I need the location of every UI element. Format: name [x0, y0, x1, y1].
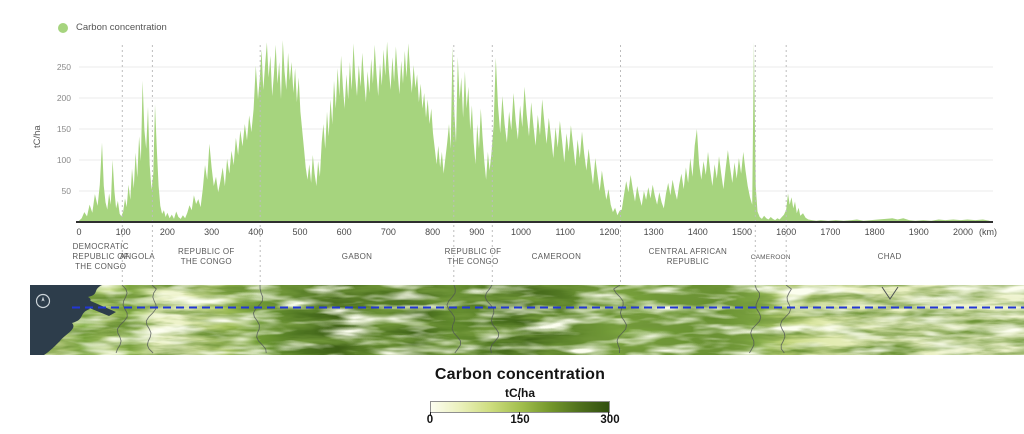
colorbar-tick-300 [608, 412, 609, 416]
satellite-strip-map [30, 285, 1024, 355]
terrain-light-speckle [30, 285, 1024, 355]
colorbar-tick-150 [519, 412, 520, 416]
x-tick-label: 1300 [644, 227, 664, 237]
area-series-carbon [79, 40, 990, 222]
y-tick-label: 100 [57, 155, 71, 165]
x-tick-label: 100 [116, 227, 131, 237]
y-tick-label: 50 [62, 186, 72, 196]
colorbar-top-tick [519, 396, 520, 400]
colorbar-title: Carbon concentration [434, 366, 606, 383]
y-tick-label: 150 [57, 124, 71, 134]
country-label: DEMOCRATIC REPUBLIC OF THE CONGO [72, 242, 129, 271]
x-tick-label: 2000 [953, 227, 973, 237]
x-tick-label: 1900 [909, 227, 929, 237]
x-tick-label: 1100 [556, 227, 575, 237]
x-tick-label: 800 [425, 227, 440, 237]
x-tick-label: 0 [76, 227, 81, 237]
colorbar-unit: tC/ha [505, 386, 535, 400]
country-border-on-map [115, 285, 128, 354]
colorbar-label-max: 300 [600, 414, 620, 426]
x-tick-label: 1600 [776, 227, 796, 237]
country-border-on-map [613, 285, 627, 354]
country-label: CHAD [878, 252, 902, 261]
x-tick-label: 1800 [865, 227, 885, 237]
country-border-on-map [252, 285, 267, 354]
carbon-profile-chart: 50 100 150 200 250 DEMOCRATIC REPUBLIC OF THE C… [57, 40, 997, 283]
country-borders [115, 285, 792, 354]
country-label: CAMEROON [751, 254, 791, 261]
y-tick-label: 200 [57, 93, 71, 103]
country-border-on-map [749, 285, 762, 354]
legend-label: Carbon concentration [76, 22, 167, 33]
x-tick-label: 700 [381, 227, 396, 237]
x-axis-unit: (km) [979, 227, 997, 237]
country-border-on-map [145, 285, 157, 354]
colorbar-label-min: 0 [426, 414, 434, 426]
country-border-on-map [446, 285, 461, 354]
x-tick-label: 500 [292, 227, 307, 237]
chart-legend: Carbon concentration [58, 22, 167, 33]
country-label: CENTRAL AFRICAN REPUBLIC [649, 247, 727, 266]
x-tick-label: 300 [204, 227, 219, 237]
x-tick-label: 1200 [599, 227, 619, 237]
x-tick-label: 1400 [688, 227, 708, 237]
x-tick-label: 1700 [820, 227, 840, 237]
compass-icon [35, 293, 51, 309]
x-tick-label: 1500 [732, 227, 752, 237]
x-tick-label: 400 [248, 227, 263, 237]
colorbar-tick-0 [430, 412, 431, 416]
legend-dot-icon [58, 22, 68, 33]
x-tick-label: 200 [160, 227, 175, 237]
border-fragment [881, 286, 899, 300]
country-label: GABON [342, 252, 372, 261]
y-tick-label: 250 [57, 62, 71, 72]
country-label: REPUBLIC OF THE CONGO [445, 247, 502, 266]
colorbar-label-mid: 150 [510, 414, 530, 426]
country-label: ANGOLA [120, 252, 156, 261]
x-tick-label: 900 [469, 227, 484, 237]
country-border-on-map [780, 285, 792, 354]
country-border-on-map [484, 285, 500, 354]
country-label: REPUBLIC OF THE CONGO [178, 247, 235, 266]
country-label: CAMEROON [532, 252, 582, 261]
x-tick-label: 600 [337, 227, 352, 237]
x-tick-label: 1000 [511, 227, 531, 237]
colorbar-gradient [430, 401, 610, 413]
